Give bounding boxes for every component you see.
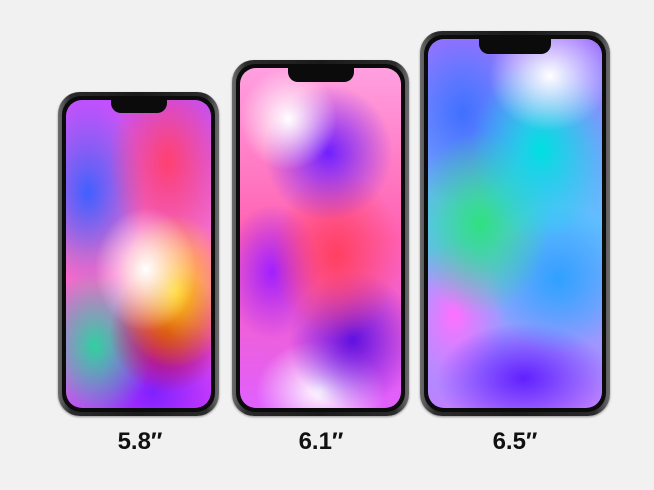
bezel	[424, 35, 606, 412]
phone-6-1	[232, 60, 409, 416]
size-label-5-8: 5.8″	[117, 428, 163, 455]
size-label-6-5: 6.5″	[492, 428, 538, 455]
notch	[287, 68, 354, 82]
size-label-6-1: 6.1″	[298, 428, 344, 455]
phone-6-5	[420, 31, 610, 416]
phone-screen	[428, 39, 602, 408]
notch	[479, 39, 551, 54]
phone-5-8	[58, 92, 219, 416]
bezel	[62, 96, 215, 412]
bezel	[236, 64, 405, 412]
phone-screen	[240, 68, 401, 408]
phone-screen	[66, 100, 211, 408]
notch	[110, 100, 167, 113]
